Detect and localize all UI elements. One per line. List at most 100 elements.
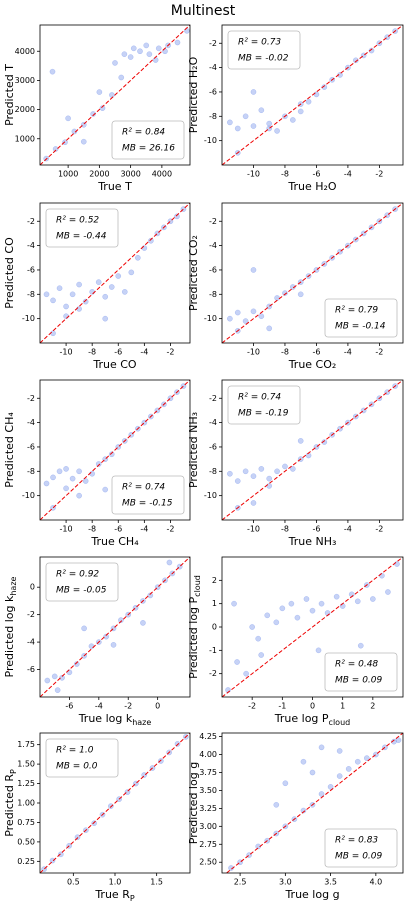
axes-frame xyxy=(221,24,404,166)
point xyxy=(121,289,128,295)
point xyxy=(124,789,131,795)
point xyxy=(315,647,322,654)
point xyxy=(81,625,87,632)
point xyxy=(148,237,154,244)
point xyxy=(82,298,89,305)
point xyxy=(282,780,289,787)
point xyxy=(76,468,82,475)
point xyxy=(303,596,310,602)
xlabel: True log khaze xyxy=(78,712,152,727)
ylabel: Predicted T xyxy=(3,64,16,126)
point xyxy=(227,119,233,126)
point xyxy=(305,98,312,105)
point xyxy=(258,466,265,472)
x-tick-label: 2.5 xyxy=(234,878,247,887)
identity-line xyxy=(222,380,403,520)
x-tick-label: -2 xyxy=(124,702,132,711)
plot-area xyxy=(225,733,403,873)
point xyxy=(264,612,271,619)
point xyxy=(115,273,122,279)
point xyxy=(309,769,316,776)
y-tick-label: -6 xyxy=(27,265,35,274)
x-tick-label: -4 xyxy=(344,170,352,179)
point xyxy=(321,84,328,90)
x-tick-label: 3.5 xyxy=(324,878,337,887)
x-tick-label: -6 xyxy=(65,702,73,711)
point xyxy=(258,107,265,114)
plot-area xyxy=(222,203,403,343)
point xyxy=(102,486,109,493)
point xyxy=(266,483,273,489)
annotation: R² = 0.48 xyxy=(335,660,378,670)
point xyxy=(74,834,81,841)
annotation: MB = -0.19 xyxy=(238,409,289,419)
x-tick-label: 4.0 xyxy=(369,878,382,887)
plot-area xyxy=(222,25,403,165)
annotation: MB = -0.02 xyxy=(238,54,289,64)
panel: -10 -8 -6 -4 -2 -10 -8 -6 -4 -2 True CH₄ Predicted … xyxy=(3,379,191,548)
y-tick-label: -4 xyxy=(27,418,35,427)
point xyxy=(288,600,295,607)
point xyxy=(321,439,328,445)
point xyxy=(336,748,343,754)
ylabel: Predicted H₂O xyxy=(187,56,200,133)
ylabel: Predicted CO₂ xyxy=(187,235,200,311)
point xyxy=(71,128,78,135)
x-tick-label: -2 xyxy=(166,525,174,534)
point xyxy=(128,269,135,276)
x-tick-label: -10 xyxy=(247,525,260,534)
panel: -10 -8 -6 -4 -2 -10 -8 -6 -4 -2 True H₂O Predicted … xyxy=(187,24,404,193)
annotation: R² = 0.92 xyxy=(56,570,99,580)
axes-frame xyxy=(221,202,404,344)
point xyxy=(95,461,102,467)
point xyxy=(109,92,115,98)
point xyxy=(96,89,103,95)
point xyxy=(289,117,296,123)
point xyxy=(141,245,148,251)
annotation: R² = 0.74 xyxy=(238,393,281,403)
point xyxy=(345,766,352,772)
annotation: MB = 0.09 xyxy=(335,852,383,862)
point xyxy=(282,290,288,296)
ylabel-subscript: P xyxy=(9,769,18,774)
x-tick-label: -6 xyxy=(312,525,320,534)
point xyxy=(88,643,95,650)
axes-frame xyxy=(39,24,191,166)
y-tick-label: -4 xyxy=(27,638,35,647)
y-tick-label: 0 xyxy=(30,583,35,592)
plot-area xyxy=(222,557,403,697)
y-tick-label: 1.50 xyxy=(17,760,35,769)
ylabel: Predicted RP xyxy=(3,769,18,837)
identity-line xyxy=(222,557,403,697)
annotation: R² = 0.74 xyxy=(122,483,165,493)
ylabel: Predicted log g xyxy=(187,762,200,844)
y-tick-label: 3.25 xyxy=(199,804,217,813)
point xyxy=(258,652,265,658)
xlabel: True T xyxy=(97,180,132,193)
point xyxy=(80,138,87,145)
annotation: MB = 0.0 xyxy=(56,762,98,772)
axes-frame xyxy=(221,379,404,521)
point xyxy=(51,673,58,680)
y-tick-label: -6 xyxy=(27,442,35,451)
y-tick-label: -10 xyxy=(204,314,217,323)
annotation: MB = -0.15 xyxy=(122,499,173,509)
x-tick-label: 0.5 xyxy=(67,878,80,887)
plot-area xyxy=(40,380,190,520)
xlabel: True CO₂ xyxy=(288,358,337,371)
y-tick-label: -2 xyxy=(209,394,217,403)
point xyxy=(282,463,288,470)
point xyxy=(300,807,307,814)
point xyxy=(250,473,257,480)
xlabel: True log g xyxy=(284,888,339,901)
y-tick-label: 4.25 xyxy=(199,732,217,741)
point xyxy=(266,475,273,482)
point xyxy=(141,772,148,778)
y-tick-label: 2.75 xyxy=(199,840,217,849)
point xyxy=(273,619,280,626)
y-tick-label: -2 xyxy=(27,394,35,403)
point xyxy=(234,309,241,316)
x-tick-label: -10 xyxy=(247,170,260,179)
